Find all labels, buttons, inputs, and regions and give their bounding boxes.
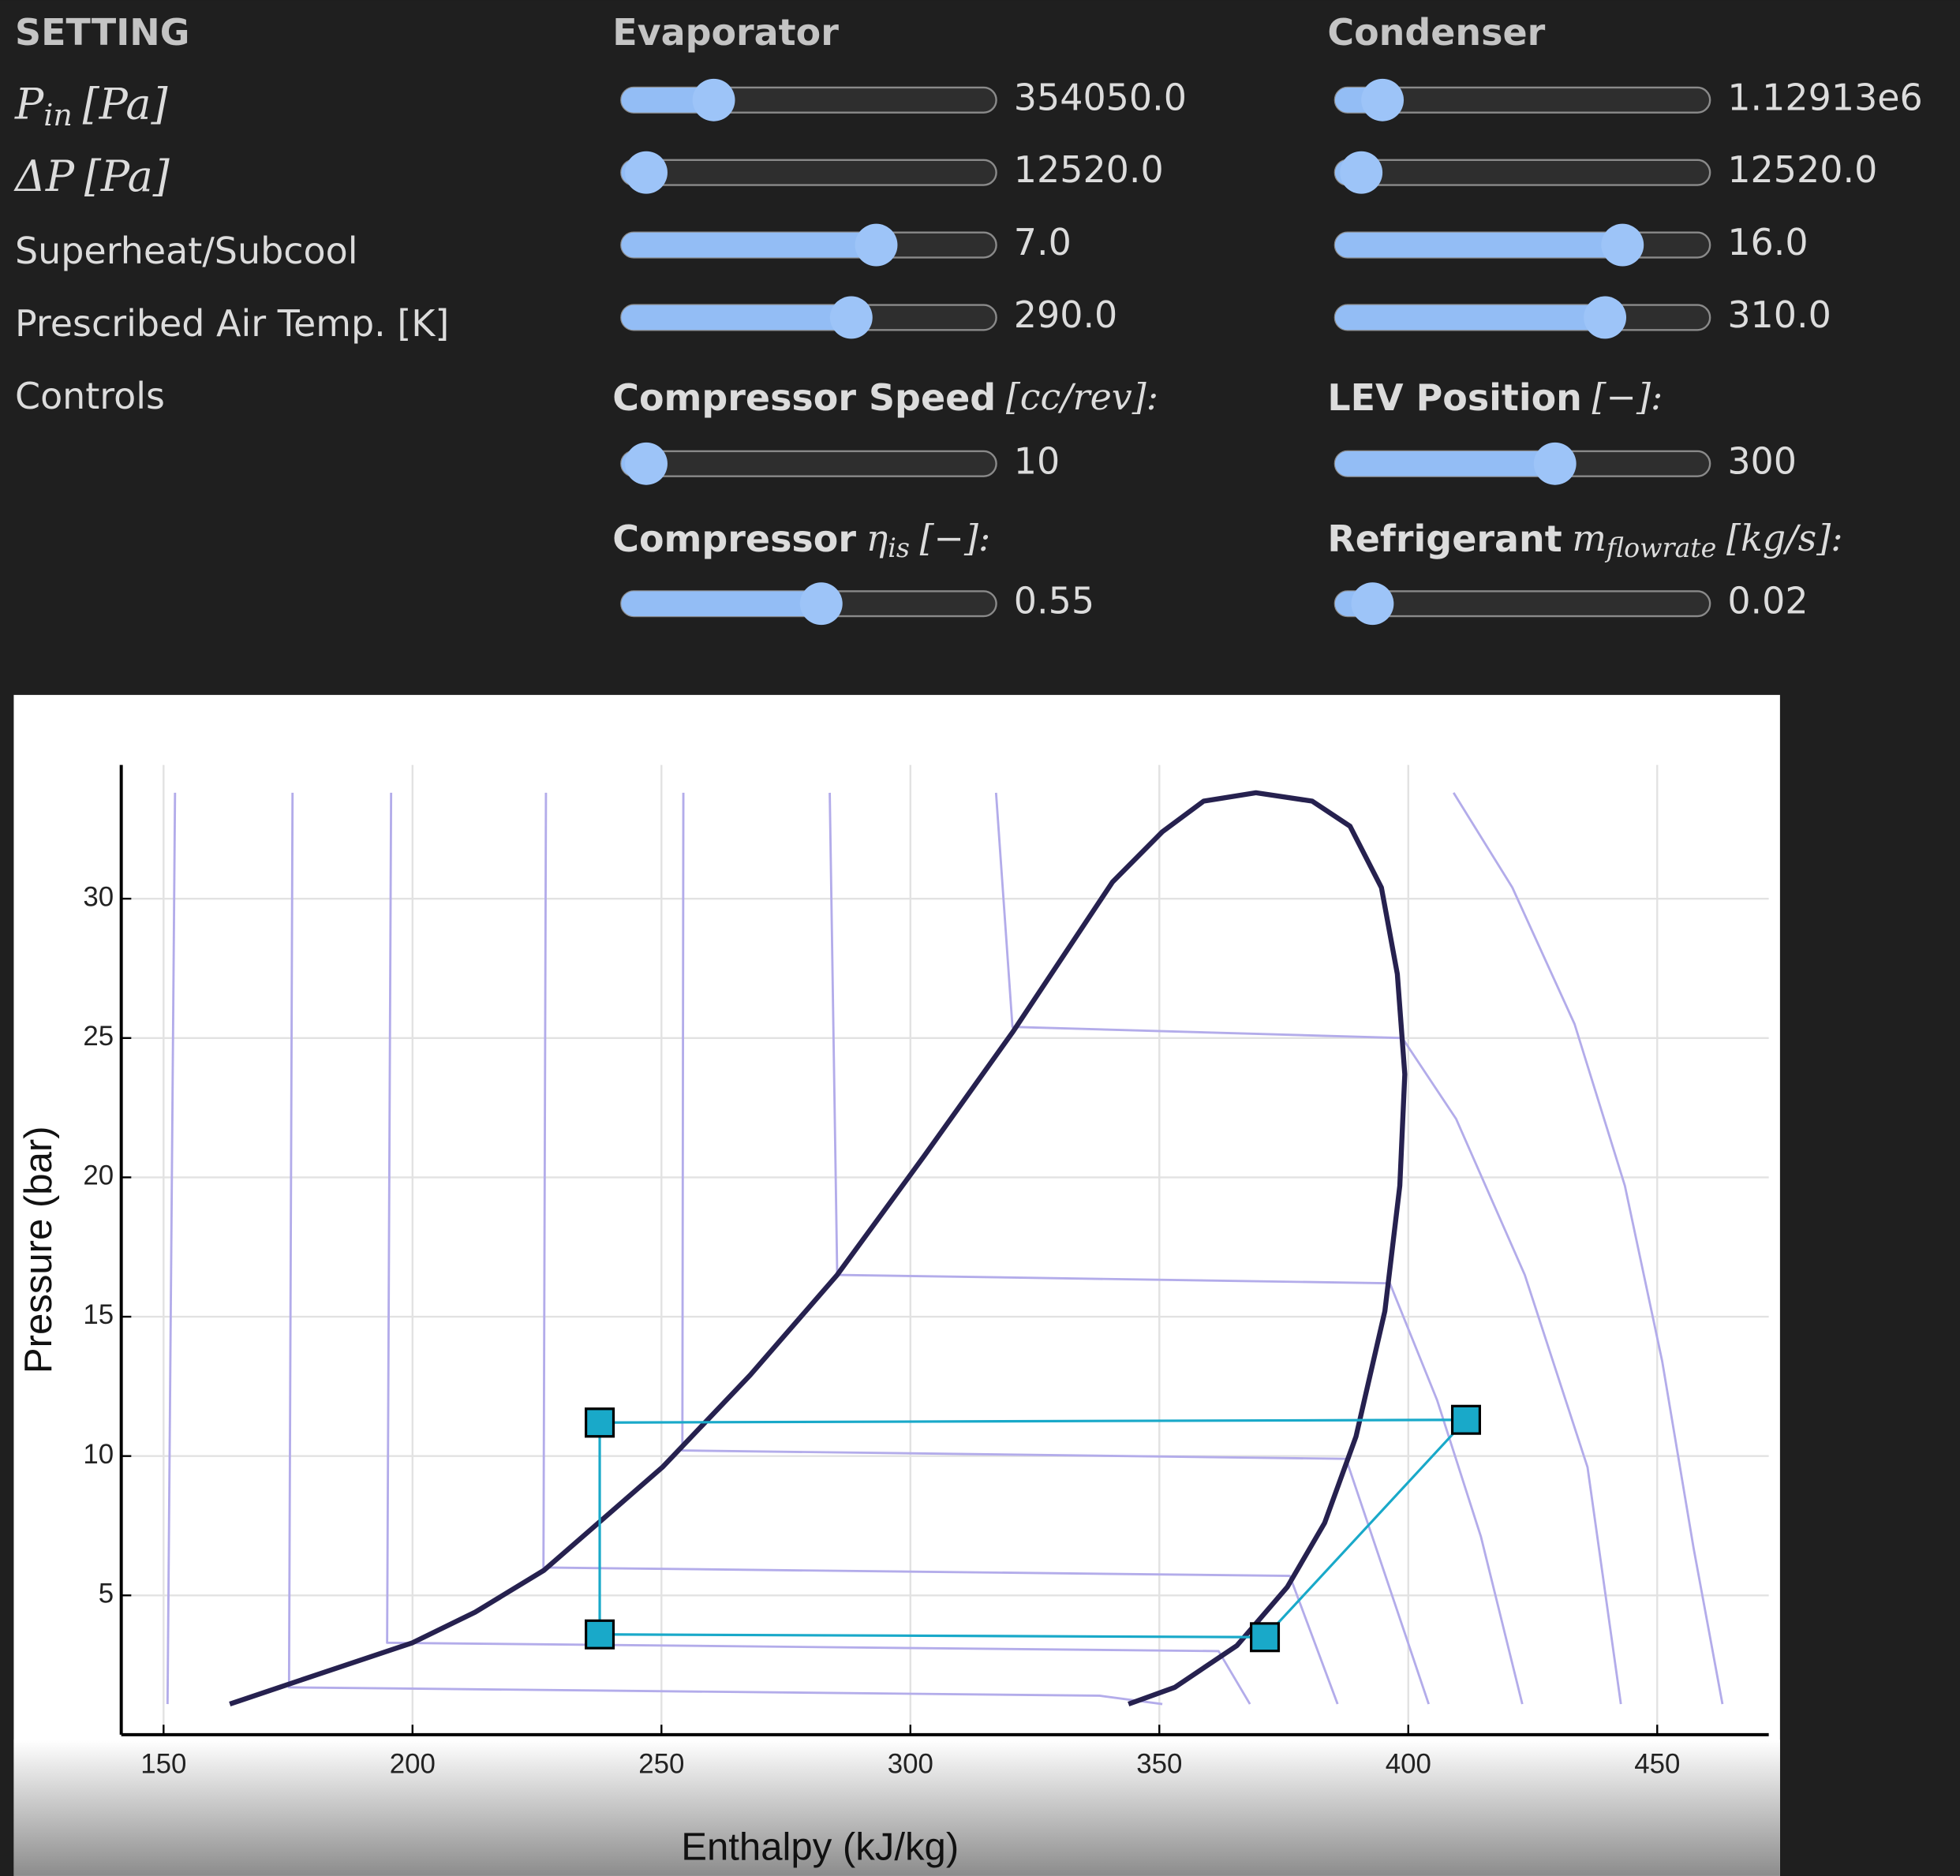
slider-fill (621, 232, 877, 258)
y-tick-label: 30 (83, 881, 114, 912)
unit: [Pa] (84, 151, 170, 201)
slider-track[interactable] (620, 450, 997, 477)
y-tick-label: 15 (83, 1299, 114, 1330)
slider-track[interactable] (620, 159, 997, 186)
y-tick-label: 5 (99, 1578, 114, 1609)
y-tick-label: 25 (83, 1021, 114, 1052)
subscript: is (888, 533, 910, 563)
series-line (287, 792, 1163, 1706)
slider-knob[interactable] (799, 582, 843, 626)
slider-knob[interactable] (625, 442, 668, 485)
control-name: Compressor Speed (612, 376, 996, 419)
series-line (829, 792, 1524, 1705)
chart-panel (13, 694, 1780, 1876)
slider-knob[interactable] (1533, 442, 1577, 485)
slider-track[interactable] (1333, 159, 1711, 186)
slider-knob[interactable] (1601, 223, 1644, 267)
slider-fill (1334, 305, 1606, 331)
row-label: ΔP [Pa] (13, 151, 170, 201)
slider-fill (621, 87, 714, 113)
slider-value: 290.0 (1014, 293, 1118, 336)
subscript: in (43, 97, 73, 132)
row-label: Pin [Pa] (14, 79, 169, 132)
slider-value: 310.0 (1727, 293, 1831, 336)
series-line (229, 790, 1408, 1707)
series-line (994, 792, 1622, 1705)
slider-value: 12520.0 (1014, 148, 1164, 191)
symbol: m (1572, 517, 1607, 559)
symbol: P (14, 79, 44, 129)
x-tick-label: 150 (140, 1749, 186, 1780)
slider-value: 354050.0 (1014, 76, 1187, 118)
column-header: Evaporator (612, 11, 839, 54)
slider-value: 300 (1727, 439, 1797, 482)
control-label: LEV Position [−]: (1327, 376, 1663, 418)
slider-knob[interactable] (855, 223, 898, 267)
control-name: Refrigerant (1327, 518, 1562, 560)
slider-value: 7.0 (1014, 221, 1072, 263)
slider-knob[interactable] (692, 78, 735, 121)
slider-value: 0.55 (1014, 580, 1094, 622)
subscript: flowrate (1604, 533, 1716, 563)
unit: [Pa] (83, 79, 169, 129)
point-marker (585, 1619, 615, 1650)
slider-knob[interactable] (1584, 296, 1627, 339)
x-tick-label: 250 (638, 1749, 684, 1780)
x-tick-label: 400 (1386, 1749, 1431, 1780)
x-tick-label: 350 (1136, 1749, 1182, 1780)
slider-value: 10 (1014, 439, 1060, 482)
row-label: Superheat/Subcool (15, 230, 357, 272)
x-tick-label: 200 (390, 1749, 436, 1780)
x-axis-title: Enthalpy (kJ/kg) (681, 1826, 959, 1869)
slider-knob[interactable] (625, 151, 668, 194)
series-line (1452, 792, 1724, 1705)
slider-fill (621, 591, 821, 617)
x-tick-label: 450 (1634, 1749, 1680, 1780)
control-label: Refrigerant mflowrate [kg/s]: (1327, 517, 1842, 563)
control-label: Compressor Speed [cc/rev]: (612, 376, 1158, 418)
series-line (542, 792, 1339, 1705)
unit: [kg/s]: (1726, 517, 1843, 559)
slider-knob[interactable] (829, 296, 873, 339)
sliders: 354050.0 1.12913e6 12520.0 12520.0 7.0 16.0 29… (620, 76, 1923, 626)
x-tick-label: 300 (888, 1749, 933, 1780)
y-axis-title: Pressure (bar) (17, 1126, 60, 1373)
series-line (386, 792, 1251, 1705)
chart-panel-fade (13, 1740, 1780, 1876)
slider-value: 1.12913e6 (1727, 76, 1922, 118)
unit: [−]: (1592, 376, 1663, 418)
control-label: Compressor ηis [−]: (612, 517, 990, 563)
series-line (681, 792, 1431, 1705)
slider-value: 0.02 (1727, 580, 1808, 622)
slider-value: 16.0 (1727, 221, 1808, 263)
row-label: Controls (15, 375, 165, 417)
control-name: Compressor (612, 518, 856, 560)
symbol: η (866, 517, 888, 559)
series-line (166, 792, 177, 1705)
slider-knob[interactable] (1340, 151, 1383, 194)
control-name: LEV Position (1327, 376, 1581, 419)
slider-knob[interactable] (1361, 78, 1405, 121)
slider-value: 12520.0 (1727, 148, 1877, 191)
settings-title: SETTING (15, 11, 189, 54)
chart: 150 200 250 300 350 400 450 5 10 15 20 25 30 Enthalpy… (17, 764, 1769, 1869)
y-tick-label: 20 (83, 1160, 114, 1191)
column-header: Condenser (1327, 11, 1545, 54)
point-marker (585, 1407, 615, 1438)
unit: [cc/rev]: (1006, 376, 1158, 418)
unit: [−]: (920, 517, 991, 559)
slider-knob[interactable] (1351, 582, 1394, 626)
slider-fill (1334, 450, 1555, 476)
point-marker (1450, 1404, 1481, 1435)
symbol: ΔP (13, 151, 75, 201)
slider-fill (621, 305, 851, 331)
y-tick-label: 10 (83, 1439, 114, 1470)
slider-fill (1334, 232, 1623, 258)
point-marker (1250, 1622, 1281, 1653)
row-label: Prescribed Air Temp. [K] (15, 302, 449, 345)
